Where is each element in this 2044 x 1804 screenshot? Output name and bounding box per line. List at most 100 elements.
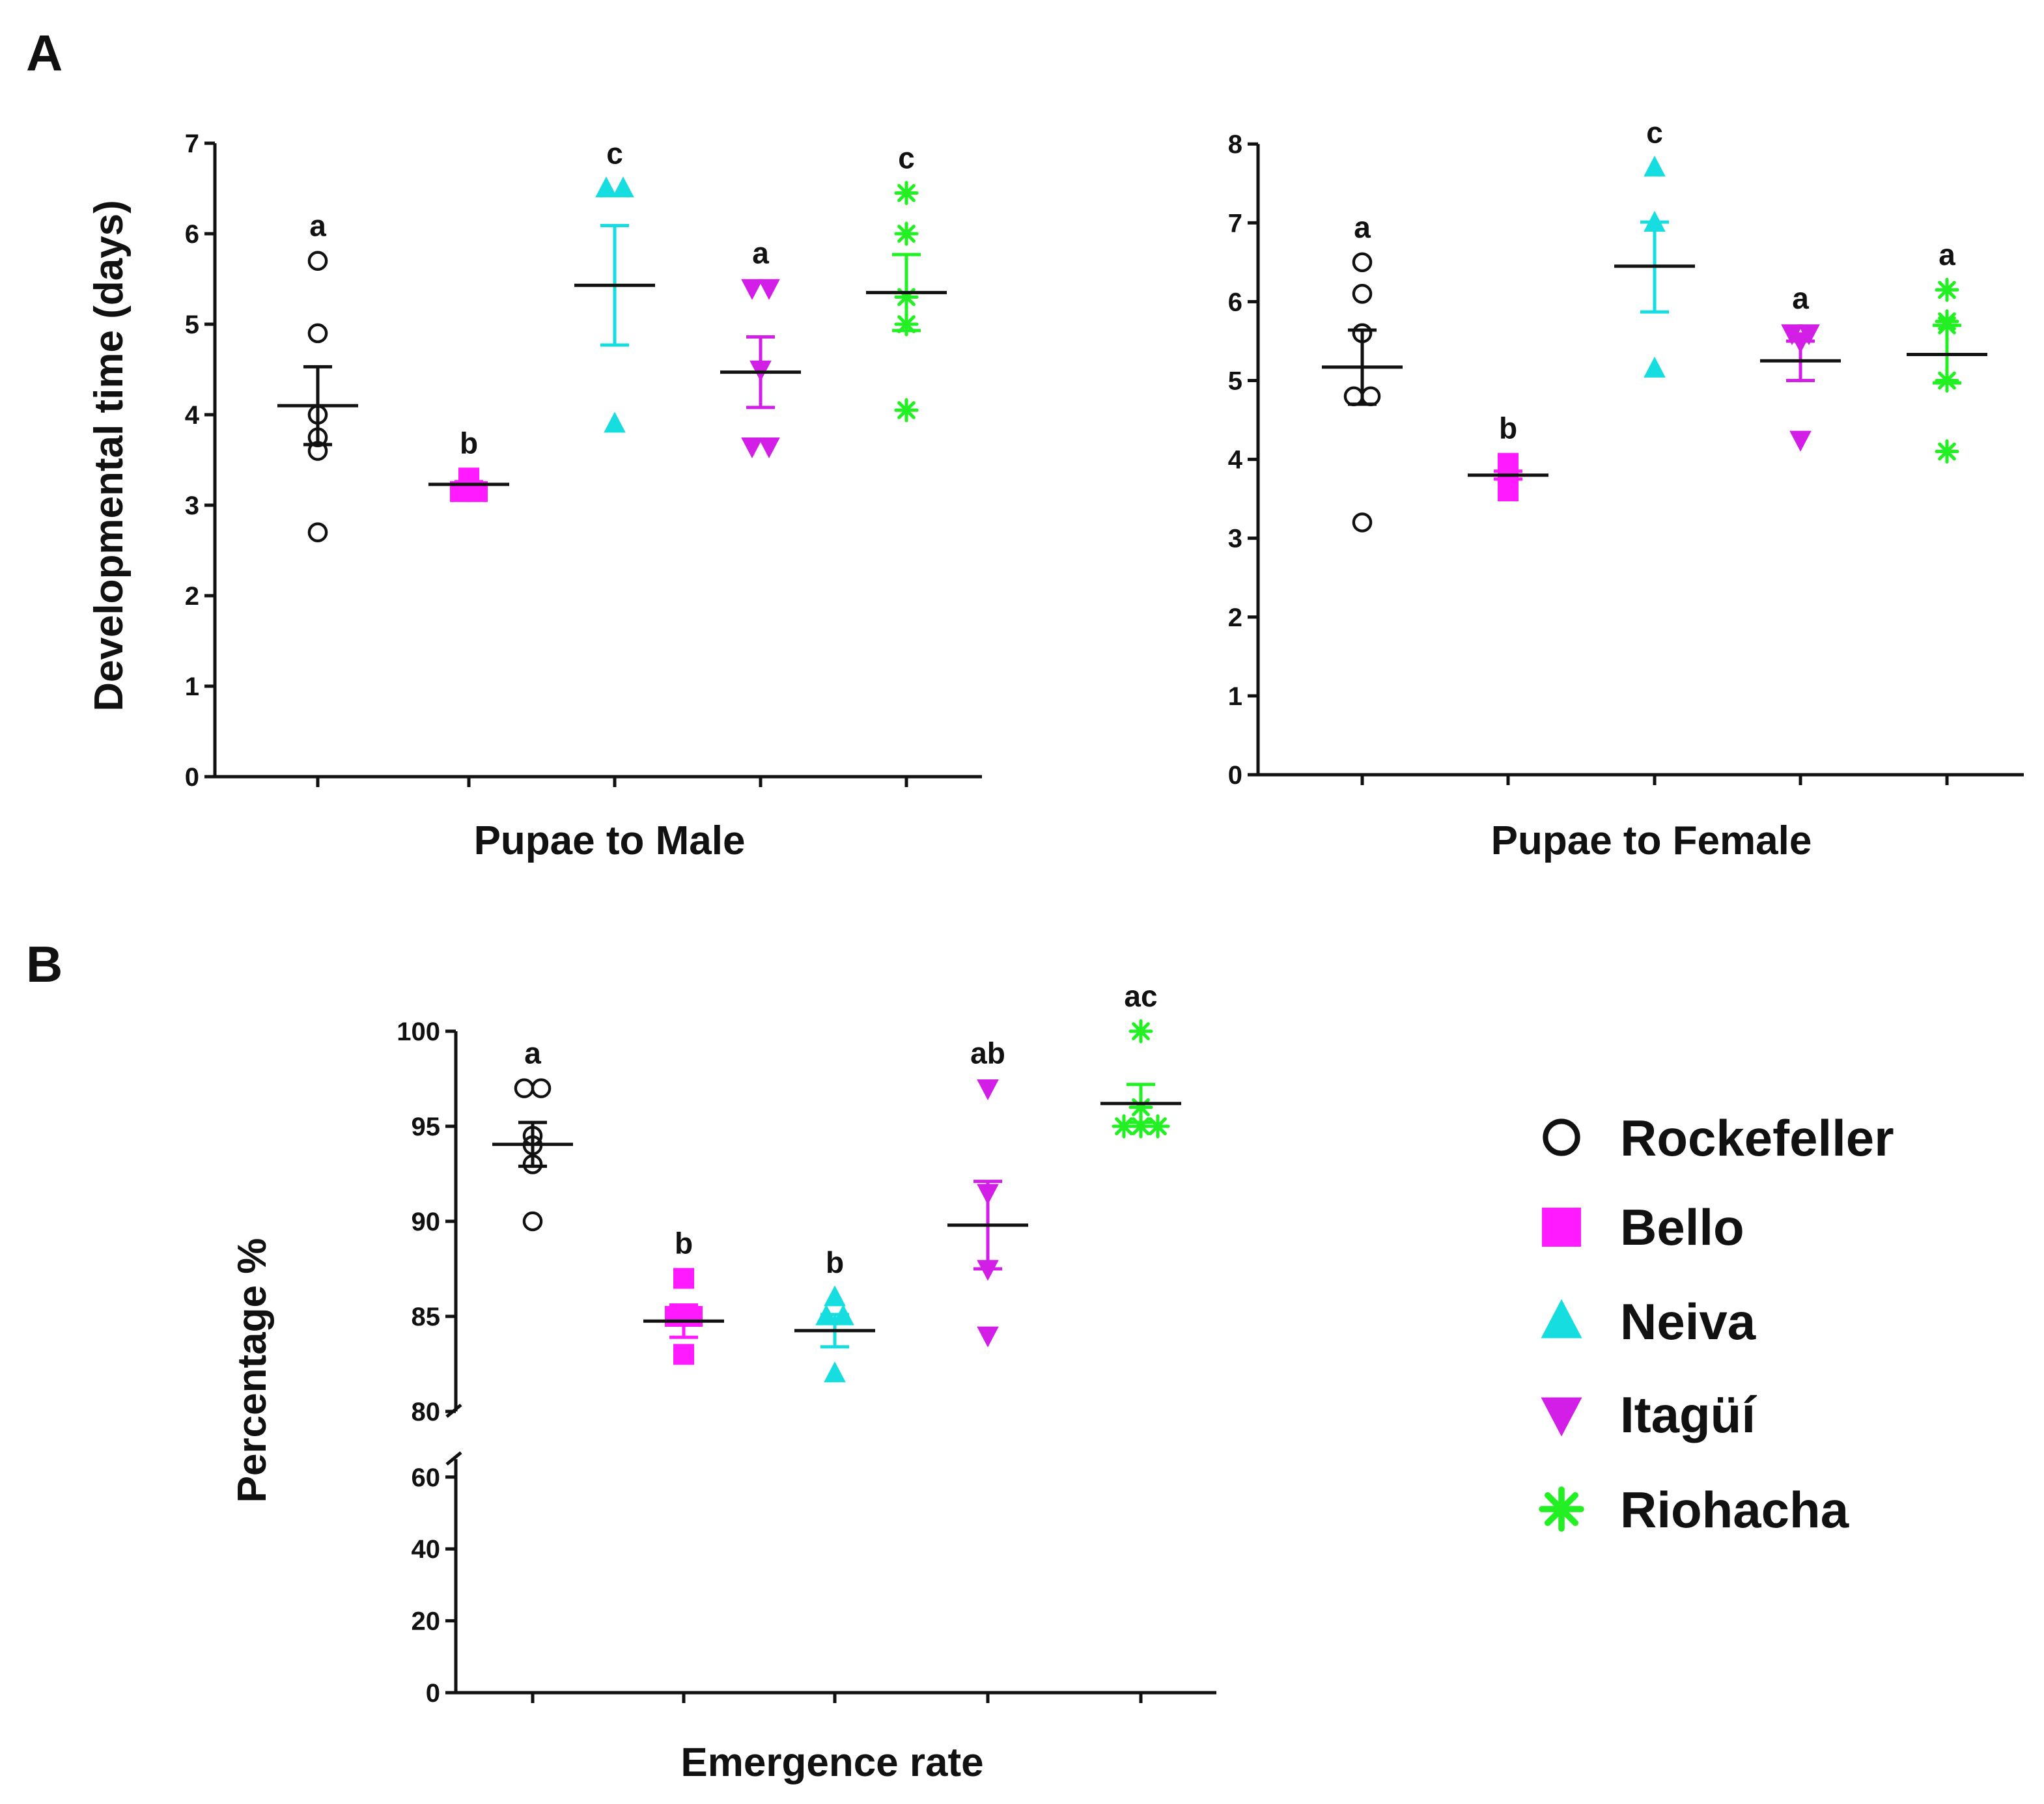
chart-female-y-tick-label: 8	[1228, 130, 1242, 159]
legend-item-neiva: Neiva	[1541, 1293, 1756, 1350]
chart-female-point-rockefeller	[1360, 386, 1381, 406]
chart-emergence-y-tick-label: 60	[412, 1464, 441, 1492]
chart-emergence-point-bello	[673, 1268, 694, 1289]
chart-male-point-itagui	[741, 437, 763, 459]
chart-male-sig-label-itagui: a	[752, 236, 769, 270]
chart-male-y-tick-label: 2	[185, 582, 199, 611]
chart-emergence-point-neiva	[824, 1361, 846, 1383]
chart-emergence-point-riohacha	[1145, 1114, 1170, 1139]
chart-b-x-title: Emergence rate	[680, 1740, 983, 1785]
legend-item-bello: Bello	[1542, 1199, 1744, 1256]
chart-male-point-riohacha	[894, 180, 919, 206]
panel-label-a: A	[26, 24, 63, 81]
chart-emergence-y-tick-label: 100	[397, 1018, 440, 1046]
chart-male-y-tick-label: 6	[185, 220, 199, 249]
chart-emergence-point-itagui	[977, 1326, 999, 1348]
chart-emergence-y-tick-label: 85	[412, 1303, 441, 1331]
chart-female-y-tick-label: 7	[1228, 209, 1242, 238]
chart-emergence-sig-label-rockefeller: a	[524, 1036, 541, 1070]
chart-male-y-tick-label: 5	[185, 311, 199, 339]
chart-emergence-point-itagui	[977, 1079, 999, 1100]
chart-male-y-tick-label: 1	[185, 673, 199, 701]
chart-female-point-rockefeller	[1352, 512, 1373, 533]
legend-marker-itagui	[1541, 1397, 1582, 1437]
chart-emergence-point-neiva	[824, 1285, 846, 1307]
chart-female-point-rockefeller	[1343, 386, 1364, 406]
chart-female-point-bello	[1498, 480, 1519, 502]
chart-emergence-y-tick-label: 80	[412, 1398, 441, 1426]
chart-female-point-rockefeller	[1352, 284, 1373, 304]
legend-label-itagui: Itagüí	[1620, 1386, 1757, 1443]
chart-male-x-title: Pupae to Male	[474, 818, 746, 863]
legend-label-neiva: Neiva	[1620, 1293, 1756, 1350]
chart-female-y-tick-label: 2	[1228, 604, 1242, 632]
chart-pupae-to-female: 0 1 2 3 4 5 6 7 8 a b c a a	[1228, 116, 2024, 790]
chart-pupae-to-male: 0 1 2 3 4 5 6 7 a b c a c	[185, 130, 982, 792]
legend-symbol-neiva	[1541, 1299, 1582, 1339]
chart-female-point-riohacha	[1935, 277, 1959, 302]
legend-symbol-bello	[1542, 1208, 1581, 1247]
chart-emergence-point-rockefeller	[514, 1078, 535, 1098]
chart-male-y-tick-label: 7	[185, 130, 199, 158]
legend-label-riohacha: Riohacha	[1620, 1481, 1849, 1538]
chart-female-y-tick-label: 6	[1228, 288, 1242, 316]
chart-male-point-rockefeller	[307, 251, 328, 271]
chart-male-sig-label-bello: b	[460, 426, 478, 460]
legend-marker-neiva	[1541, 1299, 1582, 1339]
chart-emergence-point-bello	[673, 1344, 694, 1365]
chart-male-y-title: Developmental time (days)	[87, 200, 132, 712]
legend-label-rockefeller: Rockefeller	[1620, 1109, 1894, 1167]
legend-marker-bello	[1542, 1208, 1581, 1247]
chart-male-point-itagui	[758, 437, 780, 459]
chart-male-point-itagui	[741, 279, 763, 300]
chart-male-sig-label-riohacha: c	[898, 141, 915, 174]
chart-emergence-point-riohacha	[1128, 1019, 1153, 1044]
chart-female-y-tick-label: 5	[1228, 367, 1242, 396]
chart-emergence-point-rockefeller	[531, 1078, 552, 1098]
chart-male-y-tick-label: 3	[185, 492, 199, 520]
chart-emergence-y-tick-label: 40	[412, 1535, 441, 1564]
chart-male-point-itagui	[758, 279, 780, 300]
chart-female-sig-label-rockefeller: a	[1354, 210, 1371, 244]
chart-female-point-neiva	[1644, 356, 1666, 378]
chart-male-point-riohacha	[894, 221, 919, 246]
chart-female-y-tick-label: 4	[1228, 446, 1243, 475]
chart-female-point-neiva	[1644, 156, 1666, 177]
chart-female-sig-label-riohacha: a	[1939, 238, 1955, 271]
legend-symbol-riohacha	[1539, 1486, 1584, 1532]
chart-male-sig-label-rockefeller: a	[309, 209, 326, 243]
chart-male-point-riohacha	[894, 398, 919, 423]
legend-marker-rockefeller	[1543, 1118, 1580, 1156]
chart-emergence-y-tick-label: 90	[412, 1208, 441, 1236]
chart-female-y-tick-label: 3	[1228, 525, 1242, 553]
chart-female-point-itagui	[1789, 430, 1812, 452]
chart-emergence-sig-label-itagui: ab	[970, 1036, 1005, 1070]
chart-emergence-sig-label-neiva: b	[826, 1245, 844, 1279]
chart-male-point-rockefeller	[307, 522, 328, 542]
chart-female-point-rockefeller	[1352, 252, 1373, 273]
chart-emergence-point-rockefeller	[522, 1211, 543, 1232]
chart-male-point-rockefeller	[307, 323, 328, 344]
chart-male-y-tick-label: 4	[185, 401, 200, 430]
legend-item-rockefeller: Rockefeller	[1543, 1109, 1894, 1167]
legend-symbol-rockefeller	[1543, 1118, 1580, 1156]
chart-female-sig-label-bello: b	[1499, 411, 1517, 445]
chart-female-sig-label-neiva: c	[1646, 116, 1663, 150]
chart-male-point-neiva	[595, 176, 617, 198]
chart-emergence-y-tick-label: 20	[412, 1607, 441, 1636]
chart-female-y-tick-label: 1	[1228, 682, 1242, 711]
legend-item-riohacha: Riohacha	[1539, 1481, 1849, 1538]
chart-female-sig-label-itagui: a	[1792, 281, 1809, 315]
chart-emergence-point-riohacha	[1112, 1114, 1136, 1139]
legend-item-itagui: Itagüí	[1541, 1386, 1757, 1443]
legend: Rockefeller Bello Neiva Itagüí Riohacha	[1539, 1109, 1894, 1538]
chart-b-y-title: Percentage %	[230, 1238, 275, 1503]
legend-marker-riohacha	[1539, 1486, 1584, 1532]
legend-label-bello: Bello	[1620, 1199, 1744, 1256]
chart-female-point-riohacha	[1935, 439, 1959, 464]
chart-female-x-title: Pupae to Female	[1491, 818, 1812, 863]
legend-symbol-itagui	[1541, 1397, 1582, 1437]
chart-male-point-neiva	[604, 411, 626, 433]
